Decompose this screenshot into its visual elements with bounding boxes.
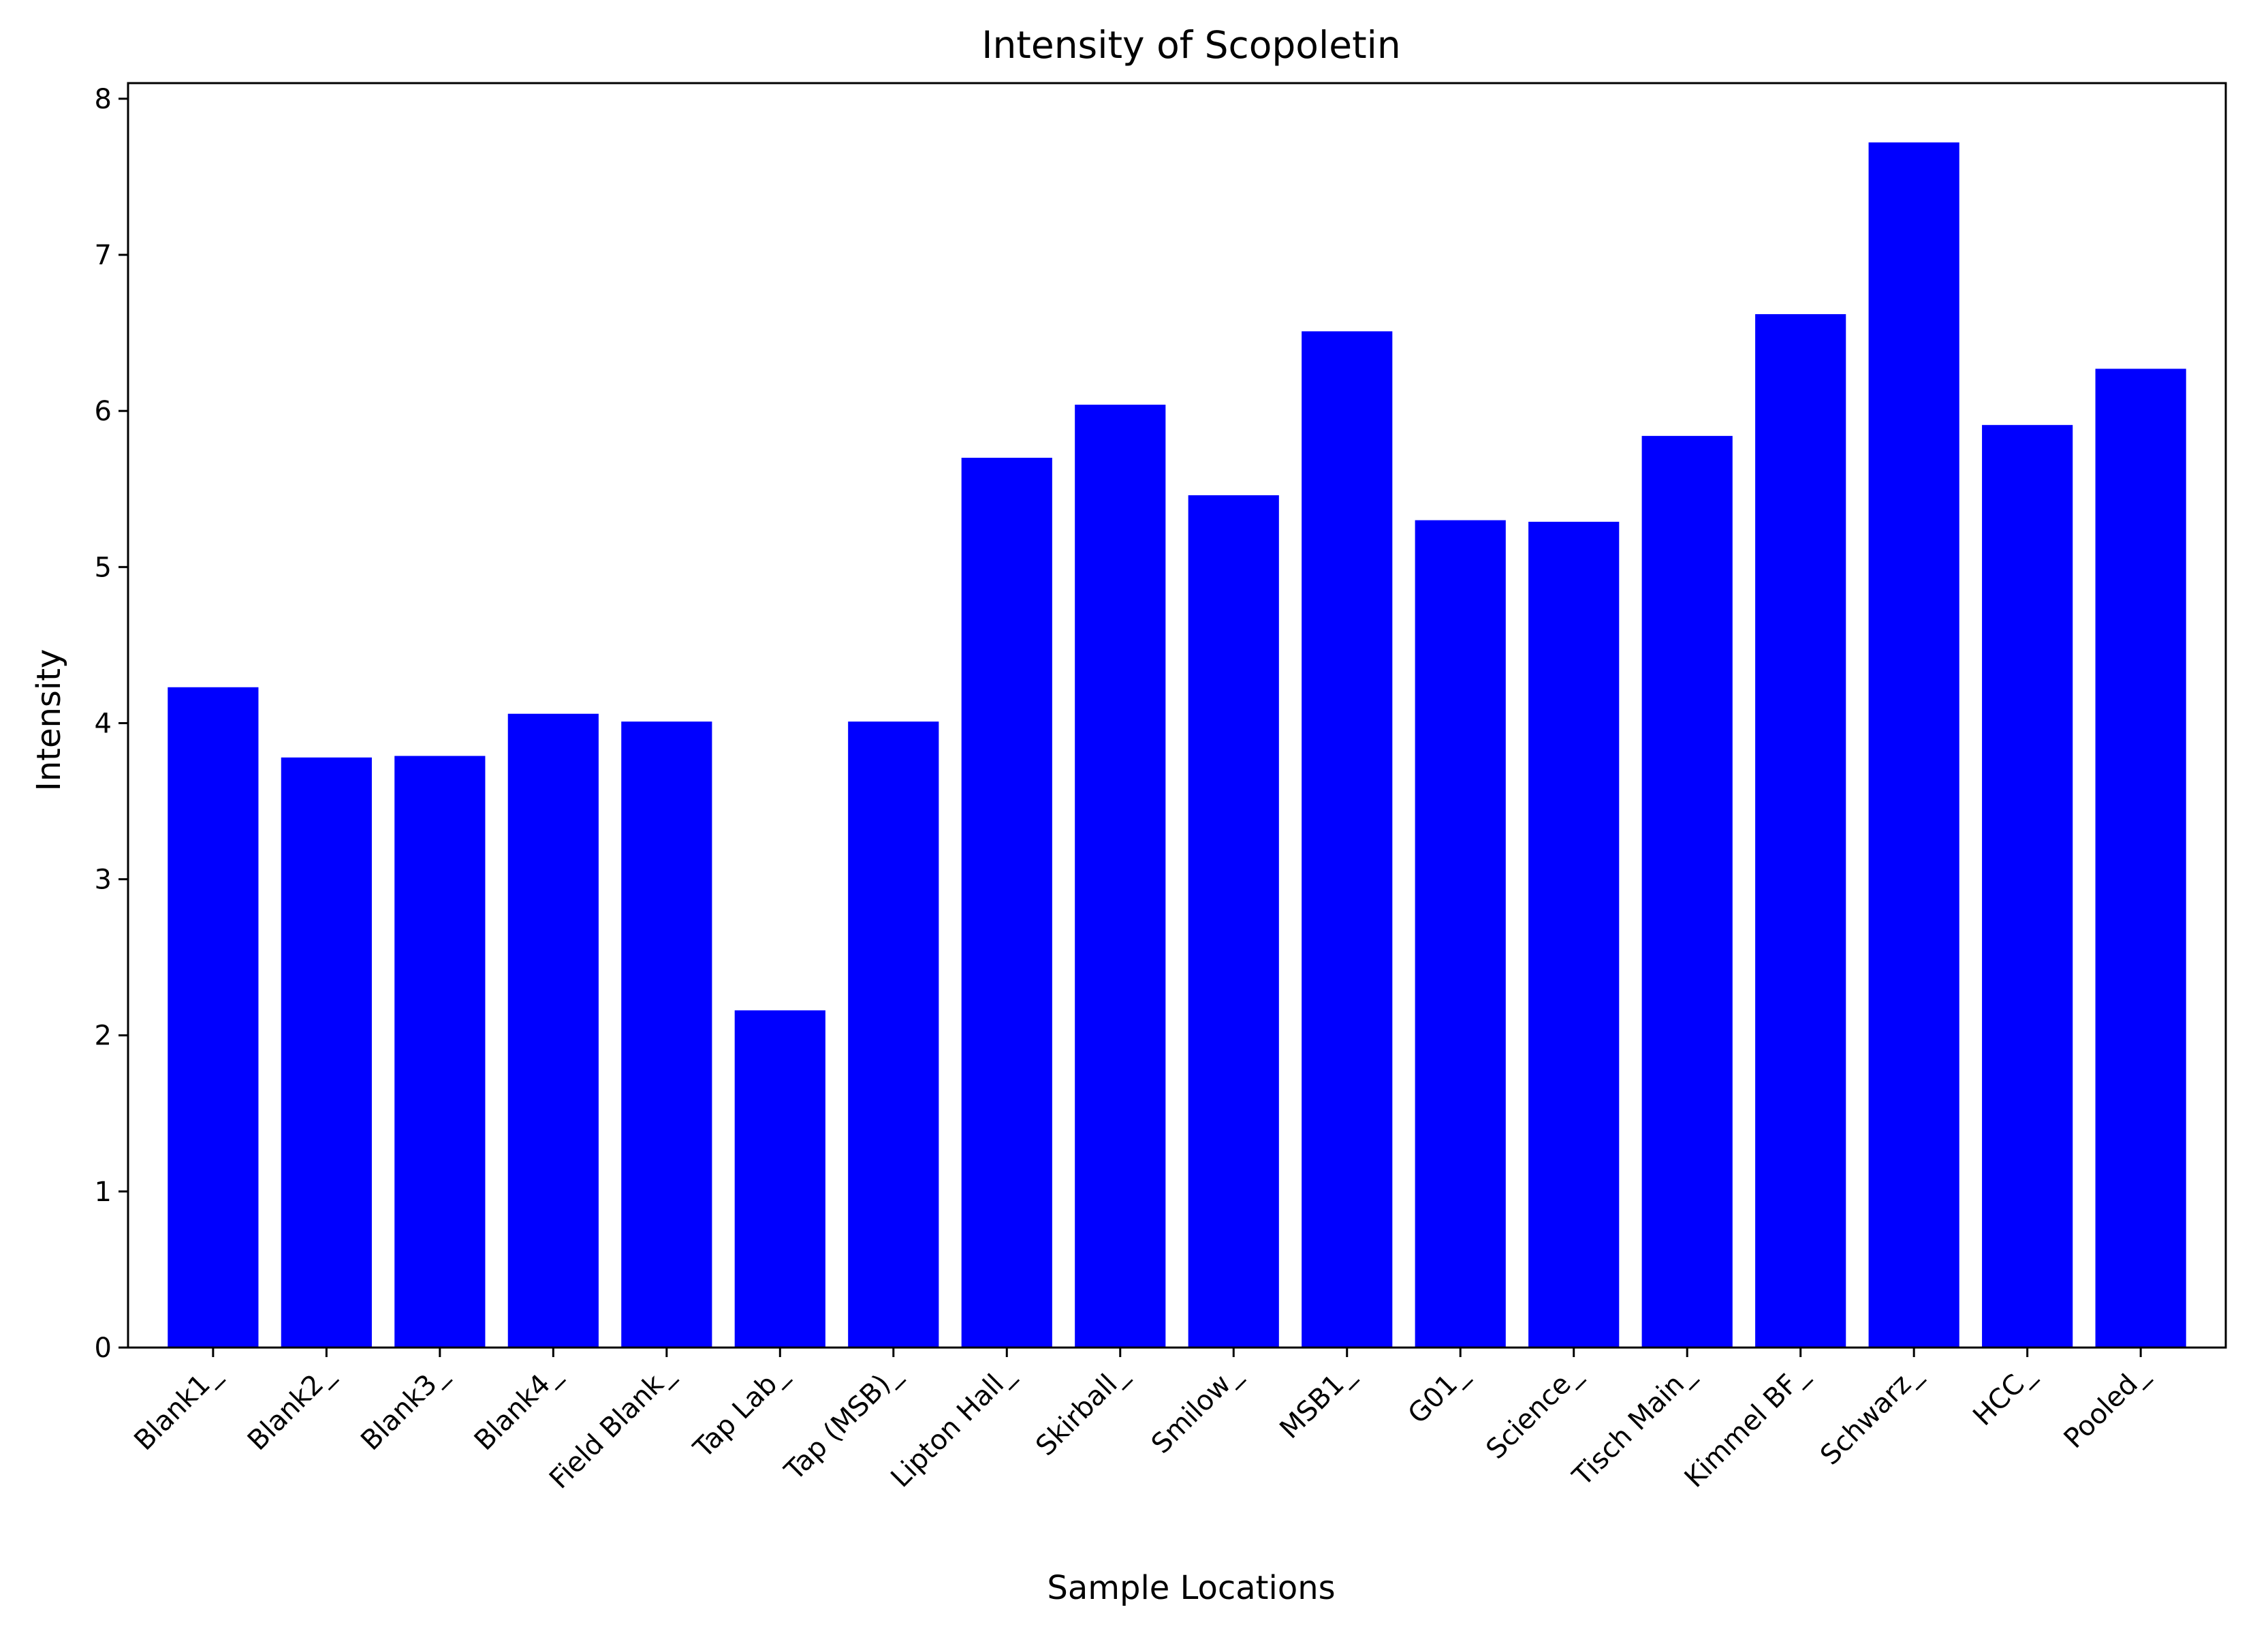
y-tick-label-3: 3 <box>95 865 112 896</box>
bar-5 <box>734 1010 825 1348</box>
y-axis-label: Intensity <box>30 649 68 792</box>
bar-9 <box>1188 495 1279 1348</box>
y-tick-label-6: 6 <box>95 396 112 427</box>
y-tick-label-0: 0 <box>95 1333 112 1364</box>
x-axis-label: Sample Locations <box>1047 1569 1335 1607</box>
bar-3 <box>507 713 599 1348</box>
bar-15 <box>1868 142 1959 1348</box>
bar-1 <box>281 757 372 1348</box>
bar-10 <box>1302 331 1393 1348</box>
bar-2 <box>394 756 486 1348</box>
bar-17 <box>2095 369 2186 1348</box>
bars-group <box>168 142 2186 1348</box>
bar-11 <box>1415 520 1506 1348</box>
bar-12 <box>1528 521 1620 1348</box>
bar-13 <box>1641 435 1733 1348</box>
bar-14 <box>1755 314 1846 1348</box>
y-tick-label-5: 5 <box>95 552 112 583</box>
bar-7 <box>961 457 1052 1348</box>
bar-16 <box>1982 424 2073 1348</box>
chart-title: Intensity of Scopoletin <box>981 23 1401 67</box>
y-tick-label-1: 1 <box>95 1177 112 1208</box>
y-tick-label-2: 2 <box>95 1021 112 1052</box>
y-tick-label-4: 4 <box>95 708 112 739</box>
bar-6 <box>848 721 939 1348</box>
bar-8 <box>1075 405 1166 1348</box>
bar-0 <box>168 687 259 1348</box>
y-axis: 0 1 2 3 4 5 6 7 8 <box>95 84 128 1364</box>
plot-frame <box>127 82 2227 1349</box>
y-tick-label-7: 7 <box>95 240 112 271</box>
y-tick-label-8: 8 <box>95 84 112 115</box>
bar-4 <box>621 721 712 1348</box>
